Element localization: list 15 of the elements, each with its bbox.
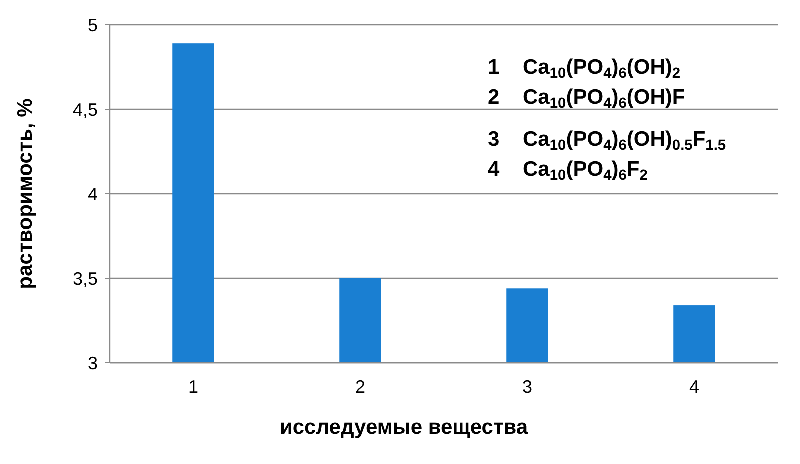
x-tick-label: 1 xyxy=(188,377,199,397)
annotation: 1 Ca$_{10}$(PO$_{4}$)$_{6}$(OH)$_{2}$ xyxy=(488,56,681,82)
text: 3 Ca$_{10}$(PO$_{4}$)$_{6}$(OH)$_{0.5}$F$_{1.5}$ xyxy=(488,128,726,154)
y-tick-label: 5 xyxy=(88,15,98,36)
y-axis-title: растворимость, % xyxy=(14,98,37,290)
x-tick-label: 4 xyxy=(689,377,700,397)
y-tick-label: 3 xyxy=(88,353,98,374)
annotation: 2 Ca$_{10}$(PO$_{4}$)$_{6}$(OH)F xyxy=(488,86,686,112)
x-tick-label: 3 xyxy=(522,377,533,397)
x-axis-title: исследуемые вещества xyxy=(280,416,528,439)
y-tick-label: 3,5 xyxy=(72,268,98,289)
y-tick-label: 4,5 xyxy=(72,100,98,120)
annotation: 4 Ca$_{10}$(PO$_{4}$)$_{6}$F$_{2}$ xyxy=(488,158,648,184)
y-tick-label: 4 xyxy=(88,184,98,204)
x-tick-label: 2 xyxy=(355,377,366,397)
